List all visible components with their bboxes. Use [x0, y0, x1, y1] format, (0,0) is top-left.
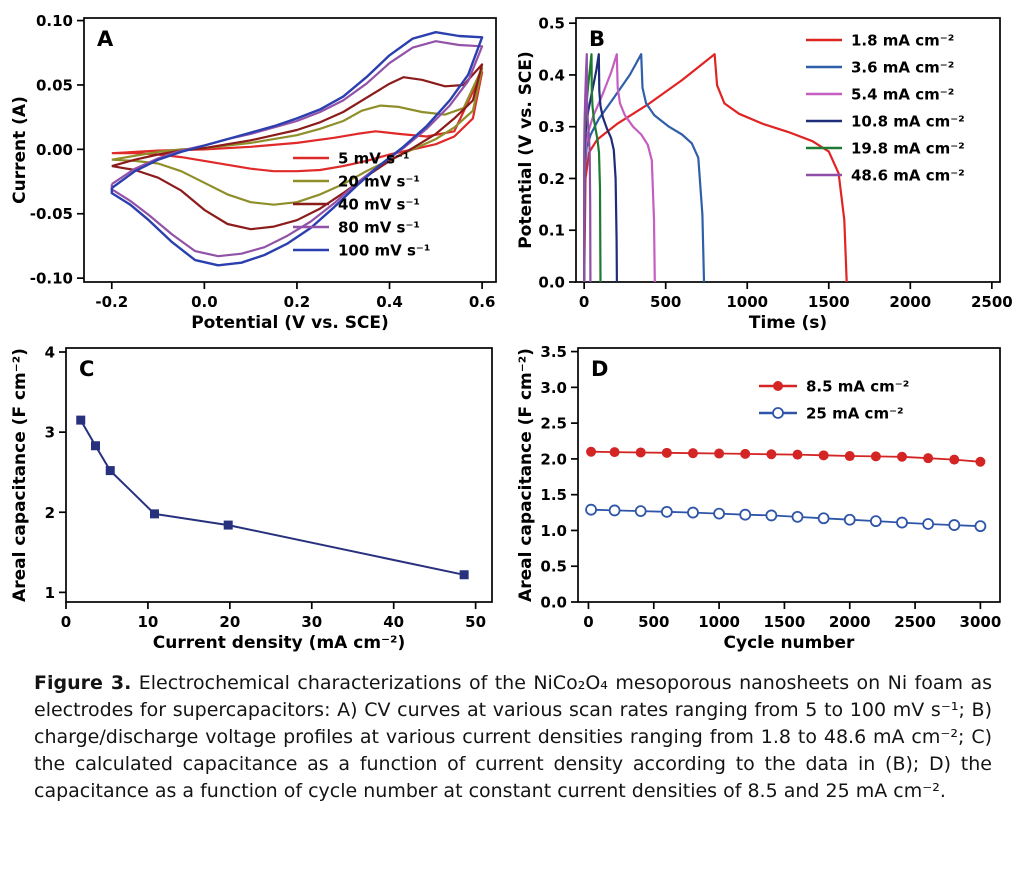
svg-text:3.6 mA cm⁻²: 3.6 mA cm⁻² [851, 59, 954, 77]
svg-text:1500: 1500 [764, 613, 806, 631]
svg-text:3.5: 3.5 [540, 343, 567, 361]
svg-text:Cycle number: Cycle number [724, 633, 856, 653]
svg-text:20: 20 [219, 613, 240, 631]
figure-caption-label: Figure 3. [34, 672, 132, 694]
panel-a-cell: -0.2 0.0 0.2 0.4 0.6 -0.10 -0.05 0.00 0.05 0.10 Po… [8, 6, 510, 336]
svg-text:8.5 mA cm⁻²: 8.5 mA cm⁻² [806, 378, 909, 396]
panel-b-cell: 0 500 1000 1500 2000 2500 0.0 0.1 0.2 0.3 0.4 0.5 Ti… [514, 6, 1016, 336]
svg-text:Potential (V vs. SCE): Potential (V vs. SCE) [191, 313, 389, 333]
panel-d-cell: 0 500 1000 1500 2000 2500 3000 0.0 0.5 1.0 1.5 2.0 2… [514, 338, 1016, 656]
svg-text:0.5: 0.5 [540, 558, 567, 576]
svg-text:1500: 1500 [808, 293, 850, 311]
svg-text:40: 40 [383, 613, 404, 631]
svg-text:0: 0 [579, 293, 589, 311]
svg-text:Current (A): Current (A) [10, 96, 30, 204]
svg-text:5 mV s⁻¹: 5 mV s⁻¹ [338, 150, 410, 168]
figure-3: -0.2 0.0 0.2 0.4 0.6 -0.10 -0.05 0.00 0.05 0.10 Po… [8, 6, 1016, 805]
svg-text:0.05: 0.05 [36, 76, 73, 94]
figure-caption-text: Electrochemical characterizations of the… [34, 672, 992, 802]
svg-text:2000: 2000 [829, 613, 871, 631]
svg-text:Areal capacitance (F cm⁻²): Areal capacitance (F cm⁻²) [516, 348, 536, 602]
charge-discharge-chart: 0 500 1000 1500 2000 2500 0.0 0.1 0.2 0.3 0.4 0.5 Ti… [516, 15, 1013, 333]
svg-text:Time (s): Time (s) [749, 313, 827, 333]
panel-grid: -0.2 0.0 0.2 0.4 0.6 -0.10 -0.05 0.00 0.05 0.10 Po… [8, 6, 1016, 656]
svg-text:0.6: 0.6 [469, 293, 496, 311]
svg-text:1.8 mA cm⁻²: 1.8 mA cm⁻² [851, 32, 954, 50]
svg-text:3: 3 [45, 424, 55, 442]
svg-text:50: 50 [465, 613, 486, 631]
capacitance-vs-current-density-chart: 0 10 20 30 40 50 1 2 3 4 Current density (mA cm⁻²)… [10, 344, 493, 653]
svg-text:0.10: 0.10 [36, 12, 73, 30]
svg-text:30: 30 [301, 613, 322, 631]
svg-text:5.4 mA cm⁻²: 5.4 mA cm⁻² [851, 86, 954, 104]
svg-text:Current density (mA cm⁻²): Current density (mA cm⁻²) [153, 633, 405, 653]
svg-text:0.0: 0.0 [540, 594, 567, 612]
svg-text:D: D [591, 357, 608, 381]
svg-text:B: B [589, 27, 605, 51]
svg-text:Potential (V vs. SCE): Potential (V vs. SCE) [516, 51, 536, 249]
svg-text:40 mV s⁻¹: 40 mV s⁻¹ [338, 196, 420, 214]
svg-text:2000: 2000 [889, 293, 931, 311]
svg-text:4: 4 [45, 344, 55, 362]
svg-text:10: 10 [137, 613, 158, 631]
cv-curves-chart: -0.2 0.0 0.2 0.4 0.6 -0.10 -0.05 0.00 0.05 0.10 Po… [10, 12, 497, 333]
svg-text:1000: 1000 [726, 293, 768, 311]
svg-text:Areal capacitance (F cm⁻²): Areal capacitance (F cm⁻²) [10, 348, 30, 602]
svg-text:0.0: 0.0 [191, 293, 218, 311]
panel-c-cell: 0 10 20 30 40 50 1 2 3 4 Current density (mA cm⁻²)… [8, 338, 510, 656]
svg-text:2.5: 2.5 [540, 415, 567, 433]
svg-text:2: 2 [45, 504, 55, 522]
svg-text:500: 500 [650, 293, 681, 311]
svg-text:10.8 mA cm⁻²: 10.8 mA cm⁻² [851, 113, 965, 131]
svg-text:A: A [97, 27, 114, 51]
figure-caption: Figure 3. Electrochemical characterizati… [34, 670, 992, 805]
svg-text:2500: 2500 [971, 293, 1013, 311]
svg-text:0.2: 0.2 [284, 293, 311, 311]
svg-text:1.5: 1.5 [540, 486, 567, 504]
svg-text:2.0: 2.0 [540, 450, 567, 468]
svg-text:80 mV s⁻¹: 80 mV s⁻¹ [338, 219, 420, 237]
svg-text:C: C [79, 357, 94, 381]
svg-text:0.2: 0.2 [538, 170, 565, 188]
svg-text:0.0: 0.0 [538, 274, 565, 292]
svg-text:0.3: 0.3 [538, 118, 565, 136]
svg-text:3.0: 3.0 [540, 379, 567, 397]
svg-text:48.6 mA cm⁻²: 48.6 mA cm⁻² [851, 167, 965, 185]
svg-text:100 mV s⁻¹: 100 mV s⁻¹ [338, 242, 430, 260]
svg-text:2500: 2500 [894, 613, 936, 631]
svg-text:0.4: 0.4 [538, 66, 565, 84]
svg-text:-0.10: -0.10 [30, 270, 73, 288]
svg-text:0: 0 [583, 613, 593, 631]
svg-text:-0.2: -0.2 [95, 293, 128, 311]
svg-text:-0.05: -0.05 [30, 205, 73, 223]
svg-text:1.0: 1.0 [540, 522, 567, 540]
svg-text:1000: 1000 [698, 613, 740, 631]
svg-text:0.1: 0.1 [538, 222, 565, 240]
svg-text:3000: 3000 [960, 613, 1002, 631]
svg-text:0.5: 0.5 [538, 15, 565, 33]
svg-text:25 mA cm⁻²: 25 mA cm⁻² [806, 405, 904, 423]
svg-text:20 mV s⁻¹: 20 mV s⁻¹ [338, 173, 420, 191]
cycling-stability-chart: 0 500 1000 1500 2000 2500 3000 0.0 0.5 1.0 1.5 2.0 2… [516, 343, 1002, 653]
svg-text:1: 1 [45, 584, 55, 602]
svg-text:500: 500 [638, 613, 669, 631]
svg-text:0: 0 [61, 613, 71, 631]
svg-text:19.8 mA cm⁻²: 19.8 mA cm⁻² [851, 140, 965, 158]
svg-text:0.4: 0.4 [376, 293, 403, 311]
svg-text:0.00: 0.00 [36, 141, 73, 159]
